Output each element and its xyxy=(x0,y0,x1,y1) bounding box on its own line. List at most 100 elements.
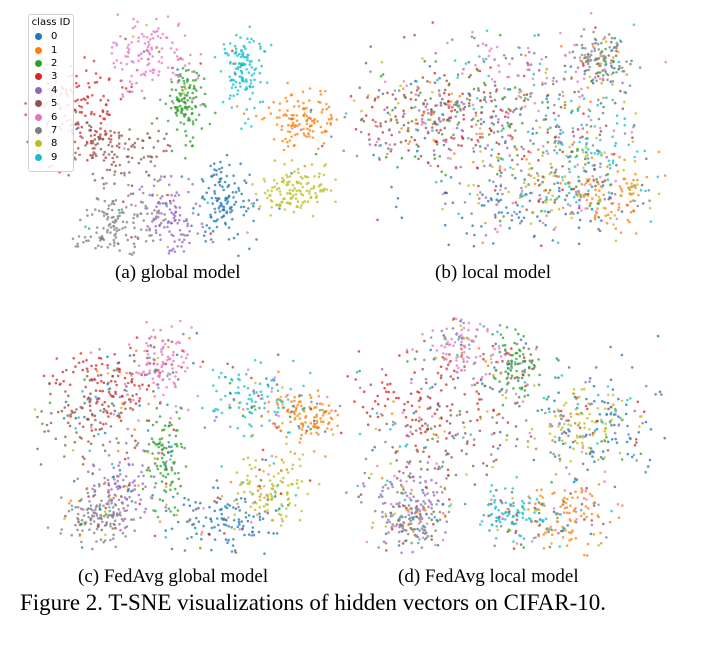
scatter-point xyxy=(501,359,504,363)
scatter-point xyxy=(284,137,287,141)
scatter-point xyxy=(559,128,562,132)
scatter-point xyxy=(572,447,575,450)
scatter-point xyxy=(158,520,162,523)
scatter-point xyxy=(172,199,175,202)
scatter-point xyxy=(399,479,402,482)
scatter-point xyxy=(497,412,501,416)
scatter-point xyxy=(609,183,612,187)
scatter-point xyxy=(193,526,197,530)
scatter-point xyxy=(506,116,510,119)
scatter-point xyxy=(589,125,593,128)
scatter-point xyxy=(316,389,320,392)
scatter-point xyxy=(507,373,510,376)
scatter-point xyxy=(434,180,438,184)
scatter-point xyxy=(232,174,235,177)
scatter-point xyxy=(286,493,289,496)
scatter-point xyxy=(120,495,123,498)
scatter-point xyxy=(167,252,171,255)
scatter-point xyxy=(144,240,148,243)
scatter-point xyxy=(184,129,187,133)
scatter-point xyxy=(102,94,105,98)
scatter-point xyxy=(443,357,446,360)
scatter-point xyxy=(583,163,587,166)
scatter-point xyxy=(250,37,253,41)
scatter-point xyxy=(441,460,445,464)
scatter-point xyxy=(94,367,97,371)
scatter-point xyxy=(574,190,578,194)
scatter-point xyxy=(139,200,143,204)
scatter-point xyxy=(460,368,463,372)
scatter-point xyxy=(406,129,410,132)
scatter-point xyxy=(422,508,425,511)
scatter-point xyxy=(257,530,261,534)
scatter-point xyxy=(517,216,521,219)
scatter-point xyxy=(490,148,494,151)
scatter-point xyxy=(270,454,274,458)
scatter-point xyxy=(456,432,460,436)
scatter-point xyxy=(169,174,173,178)
scatter-point xyxy=(151,452,154,455)
scatter-point xyxy=(575,200,578,204)
scatter-point xyxy=(520,386,524,389)
scatter-point xyxy=(409,472,412,475)
scatter-point xyxy=(220,216,224,219)
scatter-point xyxy=(499,157,503,160)
scatter-point xyxy=(590,79,593,83)
scatter-point xyxy=(484,234,488,237)
scatter-point xyxy=(524,384,527,388)
scatter-point xyxy=(176,24,180,27)
scatter-point xyxy=(298,417,302,420)
scatter-point xyxy=(445,327,448,331)
scatter-point xyxy=(615,49,618,53)
scatter-point xyxy=(130,518,133,521)
scatter-point xyxy=(460,318,463,321)
scatter-point xyxy=(230,526,233,529)
scatter-point xyxy=(424,480,428,484)
scatter-point xyxy=(391,446,394,449)
scatter-point xyxy=(557,186,561,190)
scatter-point xyxy=(431,329,435,332)
scatter-point xyxy=(414,410,418,413)
scatter-point xyxy=(460,144,463,147)
scatter-point xyxy=(446,41,449,45)
scatter-point xyxy=(419,428,422,431)
scatter-point xyxy=(178,206,182,209)
scatter-point xyxy=(473,483,477,486)
scatter-point xyxy=(496,130,500,133)
scatter-point xyxy=(498,443,502,447)
scatter-point xyxy=(201,179,205,183)
scatter-point xyxy=(149,69,152,73)
scatter-point xyxy=(391,514,394,517)
scatter-point xyxy=(195,532,198,535)
scatter-point xyxy=(649,428,653,431)
scatter-point xyxy=(131,463,135,466)
scatter-point xyxy=(114,392,117,395)
scatter-point xyxy=(41,422,44,426)
scatter-point xyxy=(602,38,605,41)
scatter-point xyxy=(438,518,442,521)
scatter-point xyxy=(137,399,141,403)
scatter-point xyxy=(415,143,419,146)
scatter-point xyxy=(582,28,586,31)
scatter-point xyxy=(248,63,252,66)
legend-label: 0 xyxy=(51,31,58,43)
scatter-point xyxy=(386,111,390,115)
scatter-point xyxy=(91,141,95,145)
scatter-point xyxy=(312,185,316,188)
scatter-point xyxy=(245,209,248,213)
scatter-point xyxy=(584,381,587,384)
scatter-point xyxy=(237,505,240,509)
scatter-point xyxy=(77,84,81,88)
scatter-point xyxy=(405,465,408,469)
scatter-point xyxy=(568,170,571,174)
scatter-point xyxy=(414,128,418,131)
scatter-point xyxy=(620,66,624,70)
scatter-point xyxy=(176,245,179,248)
scatter-point xyxy=(418,529,422,532)
scatter-point xyxy=(516,74,519,77)
scatter-point xyxy=(175,353,179,357)
scatter-point xyxy=(634,112,638,115)
scatter-point xyxy=(252,388,255,392)
scatter-point xyxy=(184,69,188,72)
scatter-point xyxy=(244,181,248,185)
